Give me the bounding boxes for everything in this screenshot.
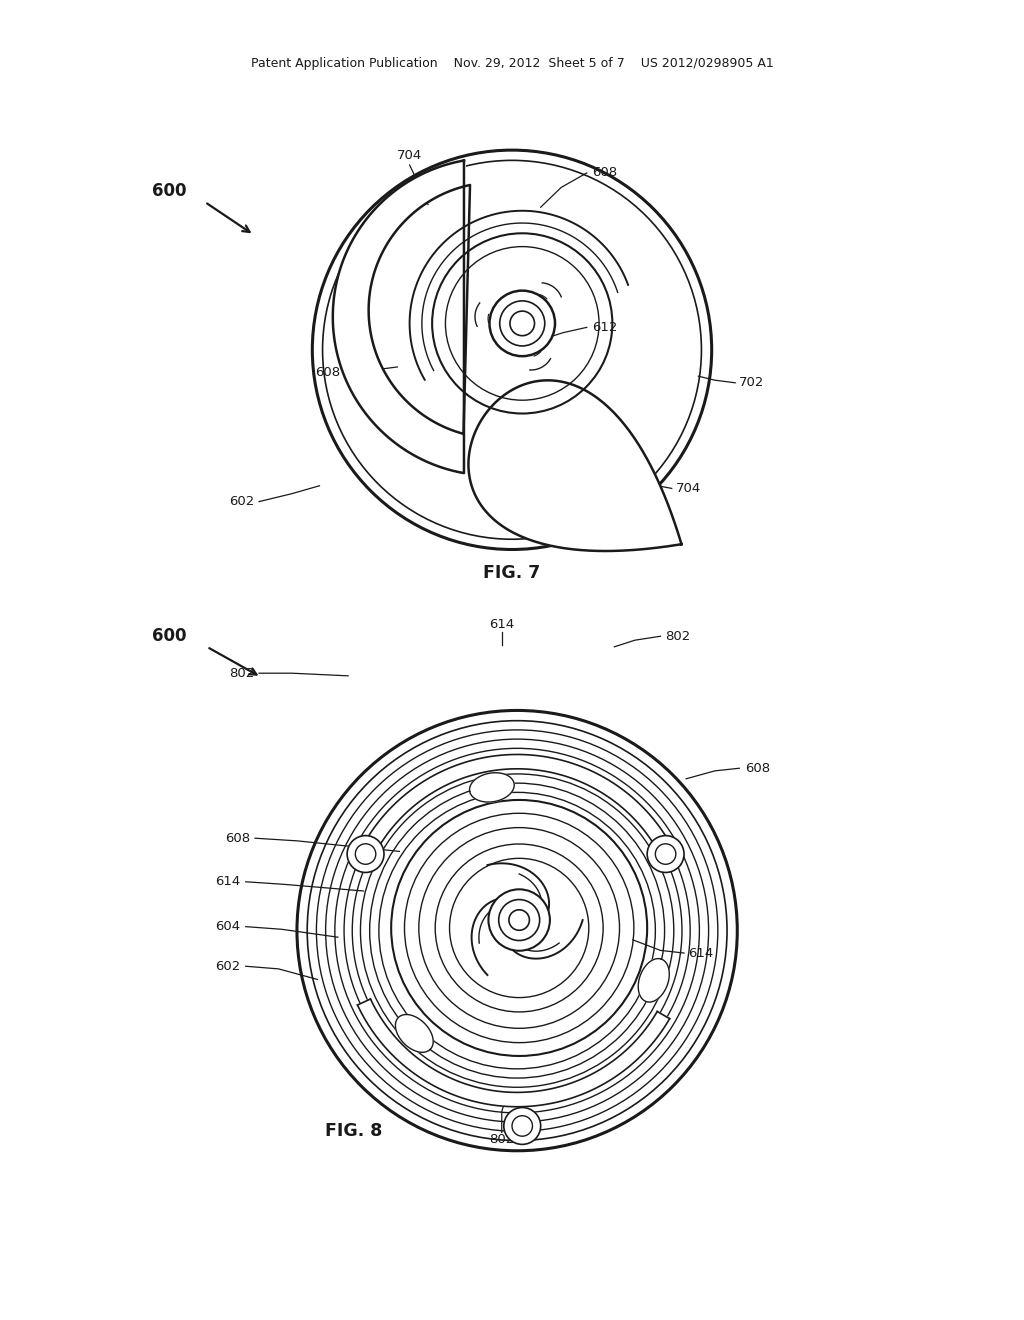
- Text: 608: 608: [592, 166, 617, 180]
- Text: 702: 702: [739, 376, 765, 389]
- Text: 608: 608: [224, 832, 250, 845]
- Polygon shape: [333, 161, 470, 473]
- Ellipse shape: [647, 836, 684, 873]
- Text: FIG. 8: FIG. 8: [325, 1122, 382, 1140]
- Text: 802: 802: [666, 630, 691, 643]
- Polygon shape: [354, 755, 680, 870]
- Ellipse shape: [347, 836, 384, 873]
- Ellipse shape: [488, 890, 550, 950]
- Polygon shape: [468, 380, 682, 550]
- Text: 608: 608: [314, 366, 340, 379]
- Ellipse shape: [509, 909, 529, 931]
- Polygon shape: [357, 999, 670, 1106]
- Text: 614: 614: [688, 946, 714, 960]
- Text: 802: 802: [489, 1133, 514, 1146]
- Text: 614: 614: [215, 875, 241, 888]
- Polygon shape: [395, 1015, 433, 1052]
- Polygon shape: [470, 772, 514, 803]
- Text: 602: 602: [215, 960, 241, 973]
- Text: FIG. 7: FIG. 7: [483, 564, 541, 582]
- Text: 704: 704: [397, 149, 422, 162]
- Ellipse shape: [504, 1107, 541, 1144]
- Ellipse shape: [510, 312, 535, 335]
- Polygon shape: [638, 958, 670, 1002]
- Text: 704: 704: [676, 482, 701, 495]
- Text: 608: 608: [745, 762, 771, 775]
- Ellipse shape: [499, 899, 540, 941]
- Ellipse shape: [355, 843, 376, 865]
- Text: 600: 600: [152, 182, 186, 201]
- Ellipse shape: [655, 843, 676, 865]
- Ellipse shape: [489, 290, 555, 356]
- Text: 612: 612: [592, 321, 617, 334]
- Text: 614: 614: [489, 618, 514, 631]
- Text: 604: 604: [215, 920, 241, 933]
- Text: 802: 802: [228, 667, 254, 680]
- Ellipse shape: [500, 301, 545, 346]
- Text: 600: 600: [152, 627, 186, 645]
- Text: 602: 602: [228, 495, 254, 508]
- Text: Patent Application Publication    Nov. 29, 2012  Sheet 5 of 7    US 2012/0298905: Patent Application Publication Nov. 29, …: [251, 57, 773, 70]
- Ellipse shape: [512, 1115, 532, 1137]
